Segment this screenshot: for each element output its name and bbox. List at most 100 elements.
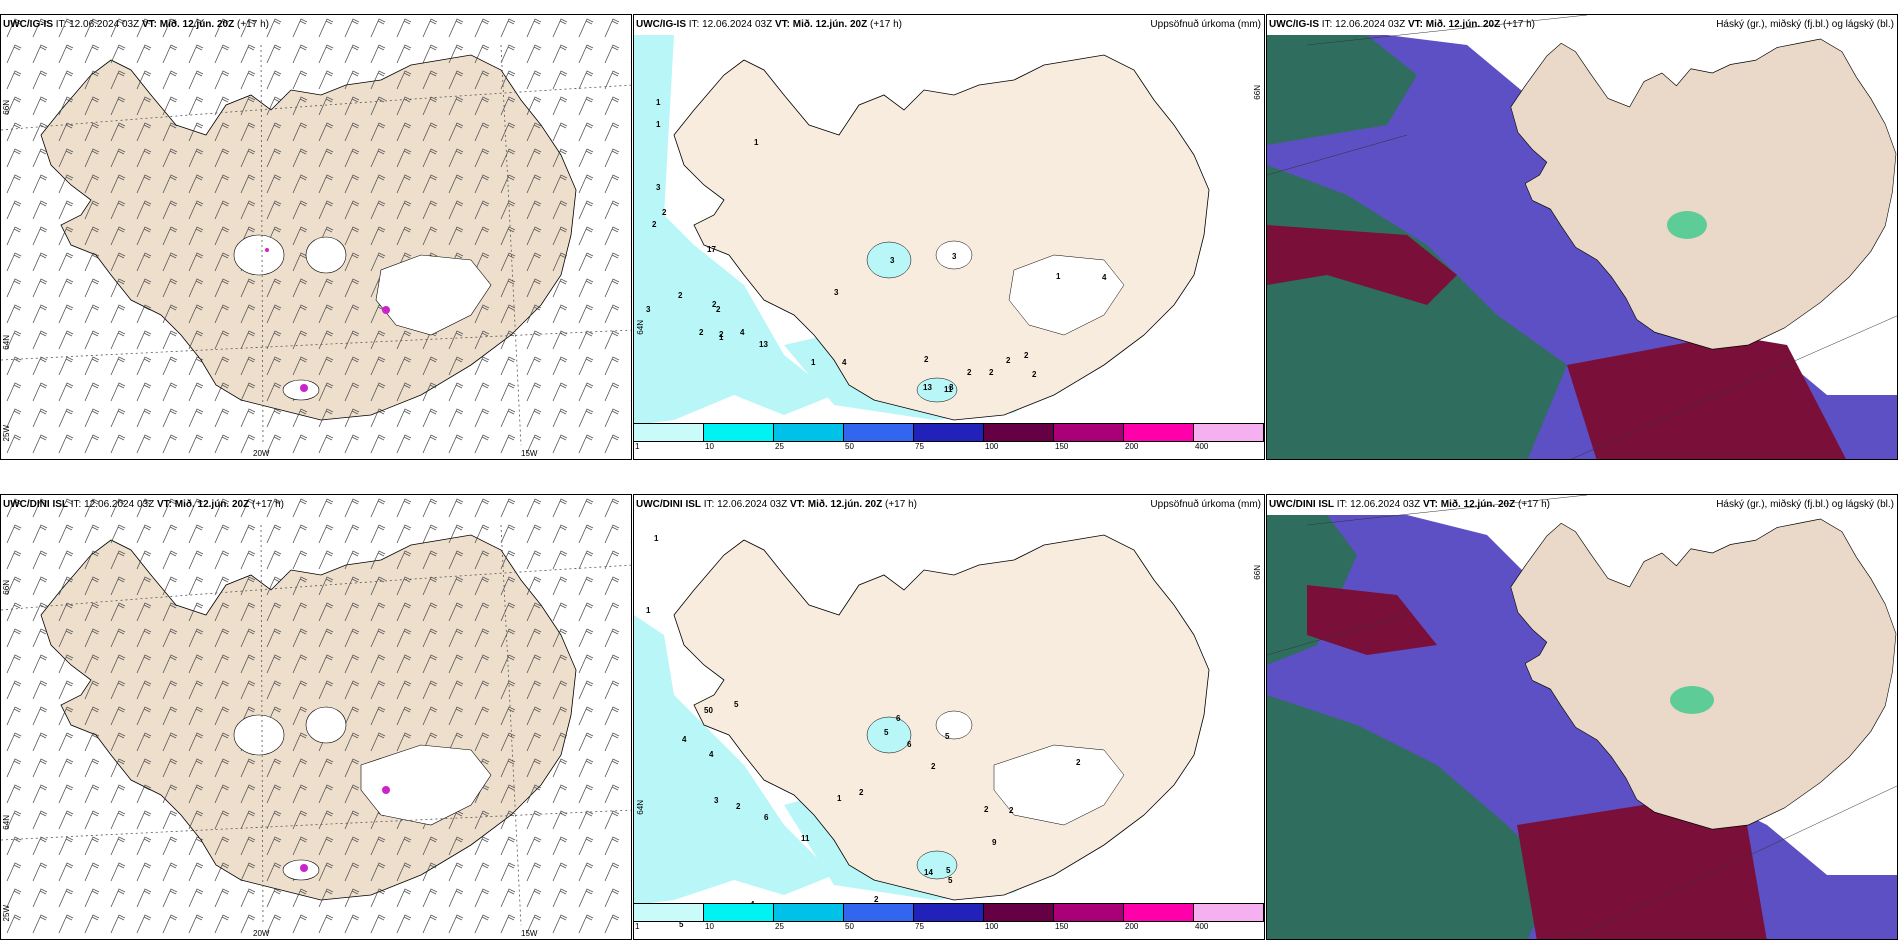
legend-swatch bbox=[1194, 424, 1264, 441]
precip-amount-label: 5 bbox=[945, 732, 950, 741]
precip-amount-label: 2 bbox=[1024, 351, 1029, 360]
legend-ticks: 1 10 25 50 75 100 150 200 400 bbox=[634, 442, 1264, 452]
legend-swatch bbox=[774, 904, 844, 921]
precip-amount-label: 14 bbox=[924, 868, 933, 877]
legend-swatch bbox=[1054, 424, 1124, 441]
legend-swatch bbox=[634, 904, 704, 921]
lon-label: 25W bbox=[2, 425, 11, 442]
precip-amount-label: 4 bbox=[682, 735, 687, 744]
legend-tick-label: 400 bbox=[1195, 922, 1209, 931]
precip-amount-label: 2 bbox=[931, 762, 936, 771]
precip-amount-label: 2 bbox=[859, 788, 864, 797]
legend-swatch bbox=[914, 424, 984, 441]
precip-amount-label: 5 bbox=[884, 728, 889, 737]
wind-map-ig: UWC/IG-IS IT: 12.06.2024 03Z VT: Mið. 12… bbox=[0, 14, 632, 460]
lon-label: 20W bbox=[253, 449, 270, 458]
lon-label: 20W bbox=[253, 929, 270, 938]
lat-label: 66N bbox=[2, 100, 11, 115]
legend-swatch bbox=[844, 424, 914, 441]
legend-swatch bbox=[1054, 904, 1124, 921]
precip-amount-label: 2 bbox=[984, 805, 989, 814]
precip-legend: 1 10 25 50 75 100 150 200 400 bbox=[634, 423, 1264, 453]
precip-amount-label: 1 bbox=[837, 794, 842, 803]
precip-amount-label: 2 bbox=[712, 300, 717, 309]
wind-map-dini: UWC/DINI ISL IT: 12.06.2024 03Z VT: Mið.… bbox=[0, 494, 632, 940]
legend-tick-label: 10 bbox=[705, 922, 714, 931]
precip-amount-label: 2 bbox=[652, 220, 657, 229]
precip-amount-label: 3 bbox=[834, 288, 839, 297]
map-canvas bbox=[1, 15, 631, 459]
legend-tick-label: 25 bbox=[775, 922, 784, 931]
legend-ticks: 1 10 25 50 75 100 150 200 400 bbox=[634, 922, 1264, 932]
lon-label: 15W bbox=[521, 449, 538, 458]
panel-title: UWC/DINI ISL IT: 12.06.2024 03Z VT: Mið.… bbox=[1269, 499, 1550, 510]
precip-amount-label: 1 bbox=[656, 98, 661, 107]
precip-amount-label: 2 bbox=[874, 895, 879, 904]
precip-amount-label: 1 bbox=[754, 138, 759, 147]
precip-amount-label: 3 bbox=[656, 183, 661, 192]
precip-amount-label: 2 bbox=[736, 802, 741, 811]
precip-amount-label: 2 bbox=[662, 208, 667, 217]
lat-label: 66N bbox=[1253, 85, 1262, 100]
legend-tick-label: 75 bbox=[915, 442, 924, 451]
precip-amount-label: 2 bbox=[1076, 758, 1081, 767]
precip-amount-label: 2 bbox=[716, 305, 721, 314]
legend-swatch bbox=[634, 424, 704, 441]
precip-amount-label: 1 bbox=[656, 120, 661, 129]
legend-swatch bbox=[704, 904, 774, 921]
precip-map-dini: UWC/DINI ISL IT: 12.06.2024 03Z VT: Mið.… bbox=[633, 494, 1265, 940]
legend-tick-label: 100 bbox=[985, 442, 999, 451]
lat-label: 64N bbox=[636, 800, 645, 815]
panel-subtitle: Háský (gr.), miðský (fj.bl.) og lágský (… bbox=[1716, 499, 1894, 510]
precip-amount-label: 50 bbox=[704, 706, 713, 715]
lat-label: 64N bbox=[636, 320, 645, 335]
legend-swatch bbox=[1124, 424, 1194, 441]
panel-title: UWC/IG-IS IT: 12.06.2024 03Z VT: Mið. 12… bbox=[636, 19, 902, 30]
precip-amount-label: 5 bbox=[946, 866, 951, 875]
panel-title: UWC/DINI ISL IT: 12.06.2024 03Z VT: Mið.… bbox=[636, 499, 917, 510]
precip-amount-label: 2 bbox=[678, 291, 683, 300]
legend-colorbar bbox=[634, 423, 1264, 442]
precip-amount-label: 6 bbox=[907, 740, 912, 749]
precip-amount-label: 1 bbox=[719, 333, 724, 342]
precip-amount-label: 17 bbox=[707, 245, 716, 254]
legend-tick-label: 50 bbox=[845, 922, 854, 931]
legend-swatch bbox=[984, 424, 1054, 441]
precip-amount-label: 5 bbox=[679, 920, 684, 929]
legend-tick-label: 50 bbox=[845, 442, 854, 451]
precip-amount-label: 6 bbox=[896, 714, 901, 723]
precip-amount-label: 2 bbox=[699, 328, 704, 337]
precip-amount-label: 4 bbox=[709, 750, 714, 759]
lon-label: 25W bbox=[2, 905, 11, 922]
precip-legend: 1 10 25 50 75 100 150 200 400 bbox=[634, 903, 1264, 933]
cloud-map-ig: UWC/IG-IS IT: 12.06.2024 03Z VT: Mið. 12… bbox=[1266, 14, 1898, 460]
legend-swatch bbox=[844, 904, 914, 921]
precip-amount-label: 4 bbox=[1102, 273, 1107, 282]
map-canvas bbox=[1267, 495, 1897, 939]
precip-amount-label: 13 bbox=[759, 340, 768, 349]
precip-amount-label: 2 bbox=[967, 368, 972, 377]
legend-swatch bbox=[984, 904, 1054, 921]
map-canvas: 1150544326211166525222951452445 bbox=[634, 534, 1210, 929]
precip-amount-label: 4 bbox=[842, 358, 847, 367]
precip-amount-label: 1 bbox=[811, 358, 816, 367]
panel-title: UWC/IG-IS IT: 12.06.2024 03Z VT: Mið. 12… bbox=[1269, 19, 1535, 30]
legend-tick-label: 150 bbox=[1055, 922, 1069, 931]
map-canvas bbox=[1, 495, 631, 939]
precip-map-ig: UWC/IG-IS IT: 12.06.2024 03Z VT: Mið. 12… bbox=[633, 14, 1265, 460]
panel-subtitle: Háský (gr.), miðský (fj.bl.) og lágský (… bbox=[1716, 19, 1894, 30]
legend-tick-label: 200 bbox=[1125, 922, 1139, 931]
precip-amount-label: 1 bbox=[654, 534, 659, 543]
legend-swatch bbox=[774, 424, 844, 441]
precip-amount-label: 9 bbox=[992, 838, 997, 847]
precip-amount-label: 3 bbox=[952, 252, 957, 261]
legend-colorbar bbox=[634, 903, 1264, 922]
precip-amount-label: 1 bbox=[1056, 272, 1061, 281]
panel-title: UWC/DINI ISL IT: 12.06.2024 03Z VT: Mið.… bbox=[3, 499, 284, 510]
precip-amount-label: 6 bbox=[764, 813, 769, 822]
map-canvas bbox=[1267, 15, 1897, 459]
legend-tick-label: 75 bbox=[915, 922, 924, 931]
lat-label: 64N bbox=[2, 335, 11, 350]
precip-amount-label: 2 bbox=[719, 330, 724, 339]
panel-title: UWC/IG-IS IT: 12.06.2024 03Z VT: Mið. 12… bbox=[3, 19, 269, 30]
